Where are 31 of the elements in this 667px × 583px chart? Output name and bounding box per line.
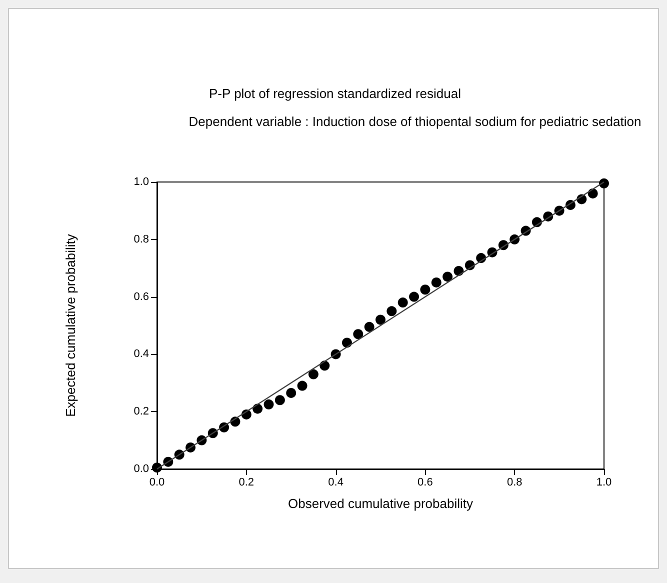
point xyxy=(431,277,442,288)
y-tick-label: 0.2 xyxy=(134,406,149,418)
point xyxy=(286,388,296,398)
x-tick-label: 0.2 xyxy=(238,476,254,488)
point xyxy=(308,369,318,380)
chart-title: P-P plot of regression standardized residual xyxy=(209,86,462,101)
point xyxy=(398,298,408,308)
chart-subtitle: Dependent variable : Induction dose of thiopental sodium for pediatric sedation xyxy=(188,114,642,129)
point xyxy=(386,306,397,316)
x-tick-label: 0.0 xyxy=(149,476,165,488)
point xyxy=(442,272,453,282)
point xyxy=(409,292,420,302)
point xyxy=(420,284,430,295)
point xyxy=(264,399,274,410)
point xyxy=(599,178,609,188)
x-tick-label: 1.0 xyxy=(596,476,612,488)
point xyxy=(297,380,308,391)
y-tick-label: 0.6 xyxy=(134,290,149,303)
y-axis-title: Expected cumulative probability xyxy=(63,234,78,417)
y-tick-label: 0.8 xyxy=(134,233,149,246)
y-tick-label: 1.0 xyxy=(134,176,149,188)
x-axis-title: Observed cumulative probability xyxy=(288,496,474,511)
point xyxy=(376,314,386,325)
y-tick-label: 0.0 xyxy=(134,463,149,475)
point xyxy=(274,395,285,406)
point xyxy=(364,322,374,332)
point xyxy=(353,329,364,340)
x-tick-label: 0.4 xyxy=(328,476,344,488)
x-tick-label: 0.6 xyxy=(418,476,433,488)
x-tick-label: 0.8 xyxy=(506,476,522,488)
y-tick-label: 0.4 xyxy=(134,348,149,360)
